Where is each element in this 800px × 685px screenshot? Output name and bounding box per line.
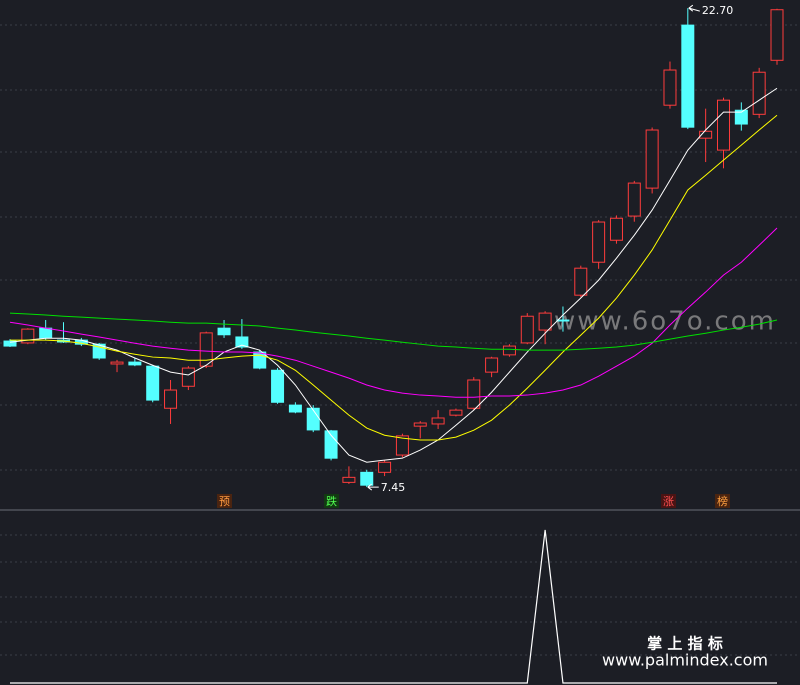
candle-body: [627, 182, 641, 217]
candle-body: [217, 327, 231, 336]
candle-body: [181, 367, 195, 387]
candle-body: [306, 407, 320, 431]
signals: 预 跌 涨 榜: [217, 494, 730, 508]
moving-average: [9, 87, 778, 463]
brand-url: www.palmindex.com: [602, 651, 768, 670]
signal: 跌: [326, 494, 337, 508]
signal-box: [324, 494, 339, 508]
candle-body: [128, 361, 142, 366]
candle-body: [502, 345, 516, 356]
candle-body: [681, 24, 695, 128]
candle-body: [395, 435, 409, 456]
annotation-arrow: [367, 483, 379, 491]
watermark: www.6o7o.com: [554, 307, 776, 337]
candle-body: [574, 267, 588, 296]
candle-body: [645, 129, 659, 189]
signal-box: [217, 494, 232, 508]
candle-body: [467, 379, 481, 409]
candle-body: [199, 332, 213, 367]
moving-average: [9, 227, 778, 398]
moving-average: [9, 312, 778, 351]
candle-body: [3, 340, 17, 347]
candle-body: [360, 471, 374, 486]
candle-body: [110, 361, 124, 365]
candle-body: [431, 417, 445, 425]
candle-body: [324, 430, 338, 459]
candle-body: [556, 319, 570, 322]
signal-box: [715, 494, 730, 508]
annotation-arrow: [688, 4, 700, 12]
indicator-panel: [10, 529, 777, 684]
signal-box: [661, 494, 676, 508]
annotation-label: 7.45: [381, 481, 406, 494]
candle-body: [699, 130, 713, 139]
candle-body: [253, 351, 267, 369]
candle-body: [716, 99, 730, 151]
candle-body: [235, 336, 249, 348]
candle-body: [413, 422, 427, 427]
candle-body: [342, 476, 356, 483]
candle-body: [39, 327, 53, 339]
signal: 涨: [663, 495, 674, 508]
grid: [0, 24, 800, 656]
candle-body: [770, 9, 784, 61]
candle-body: [164, 389, 178, 409]
candle-body: [146, 365, 160, 401]
candle-body: [663, 69, 677, 106]
indicator-line: [10, 529, 777, 684]
moving-average: [10, 114, 778, 441]
candle-body: [288, 404, 302, 413]
candle-body: [592, 221, 606, 263]
candle-body: [378, 461, 392, 473]
candle-body: [449, 409, 463, 416]
candle-body: [609, 217, 623, 241]
annotation-label: 22.70: [702, 4, 734, 17]
candle-body: [520, 315, 534, 344]
candle-body: [271, 369, 285, 403]
candle-body: [734, 109, 748, 125]
signal: 榜: [717, 494, 728, 508]
price-panel: 22.70 7.45: [3, 4, 784, 494]
brand: 掌 上 指 标: [647, 635, 723, 653]
candle-body: [538, 312, 552, 331]
candle-body: [485, 357, 499, 373]
candle-body: [752, 71, 766, 115]
signal: 预: [219, 495, 230, 508]
